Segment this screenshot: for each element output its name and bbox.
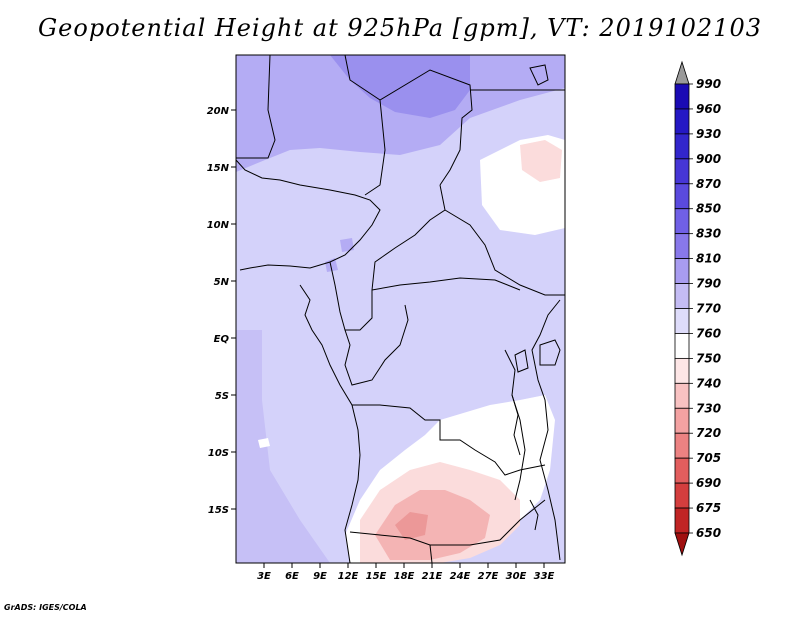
lon-label: 21E	[422, 571, 443, 582]
lon-label: 18E	[394, 571, 415, 582]
lat-label: 5N	[214, 277, 230, 288]
lat-label: EQ	[214, 334, 230, 345]
colorbar-label: 930	[696, 127, 721, 141]
grads-credit: GrADS: IGES/COLA	[4, 603, 87, 612]
lat-label: 15N	[207, 163, 230, 174]
map-frame	[235, 54, 566, 564]
lake-malawi	[529, 499, 539, 531]
colorbar-label: 770	[696, 302, 721, 316]
colorbar-segment	[674, 482, 690, 509]
colorbar-label: 750	[696, 351, 721, 365]
colorbar-segment	[674, 507, 690, 534]
border-12	[349, 499, 546, 546]
border-6	[444, 209, 565, 296]
colorbar-label: 690	[696, 476, 721, 490]
colorbar-segment	[674, 308, 690, 334]
lat-label: 15S	[208, 505, 229, 516]
lat-label: 10S	[208, 448, 229, 459]
colorbar-segment	[674, 208, 690, 235]
field-740-750-south	[375, 490, 490, 560]
colorbar-segment	[674, 158, 690, 185]
lon-axis: 3E 6E 9E 12E 15E 18E 21E 24E 27E 30E 33E	[257, 563, 555, 582]
sinai	[529, 64, 549, 86]
lon-label: 30E	[506, 571, 527, 582]
field-patch-2	[325, 258, 338, 272]
border-10	[352, 404, 546, 476]
coast-southwest-africa	[299, 284, 361, 563]
colorbar-segment	[674, 233, 690, 260]
colorbar-segment	[674, 357, 690, 384]
colorbar-label: 850	[696, 202, 721, 216]
field-790-810-nw	[236, 55, 268, 100]
colorbar-segment	[674, 258, 690, 284]
lat-axis: 20N 15N 10N 5N EQ 5S 10S 15S	[207, 106, 236, 516]
border-7	[371, 277, 521, 291]
border-1	[344, 55, 386, 196]
border-11	[504, 349, 526, 501]
lon-label: 3E	[257, 571, 271, 582]
lon-label: 6E	[285, 571, 299, 582]
border-9	[344, 304, 409, 386]
colorbar-segment	[674, 108, 690, 135]
chart-title: Geopotential Height at 925hPa [gpm], VT:…	[38, 14, 762, 42]
colorbar-label: 675	[696, 501, 721, 515]
lat-label: 10N	[207, 220, 230, 231]
lon-label: 9E	[313, 571, 327, 582]
colorbar-label: 810	[696, 252, 721, 266]
colorbar-segment	[674, 382, 690, 409]
colorbar-label: 960	[696, 102, 721, 116]
colorbar-triangle-bottom	[674, 532, 690, 557]
colorbar-label: 990	[696, 77, 721, 91]
lake-victoria	[539, 339, 561, 366]
colorbar-segment	[674, 457, 690, 484]
lake-tanganyika	[511, 394, 521, 456]
height-field	[236, 55, 565, 563]
border-3	[379, 69, 473, 186]
colorbar-label: 740	[696, 376, 721, 390]
colorbar-label: 870	[696, 177, 721, 191]
colorbar-triangle-top	[674, 60, 690, 85]
colorbar: 990 960 930 900 870 850 830 810 790 770 760 750 740 7…	[674, 60, 721, 557]
colorbar-label: 830	[696, 227, 721, 241]
field-patch-1	[340, 238, 354, 252]
colorbar-label: 650	[696, 526, 721, 540]
lon-label: 33E	[534, 571, 555, 582]
colorbar-segment	[674, 133, 690, 160]
lon-label: 12E	[338, 571, 359, 582]
border-13	[429, 544, 433, 563]
coast-east-africa	[531, 299, 561, 561]
colorbar-label: 900	[696, 152, 721, 166]
colorbar-segment	[674, 283, 690, 309]
colorbar-segment	[674, 183, 690, 210]
coast-west-africa	[236, 159, 381, 271]
colorbar-segment	[674, 432, 690, 459]
lat-label: 5S	[215, 391, 229, 402]
lon-label: 15E	[366, 571, 387, 582]
field-white-speck	[258, 438, 270, 448]
map-boundaries	[236, 55, 565, 563]
colorbar-segment	[674, 407, 690, 434]
lon-label: 24E	[450, 571, 471, 582]
border-2	[236, 55, 276, 159]
lat-label: 20N	[207, 106, 230, 117]
field-730-740-south	[395, 512, 428, 540]
colorbar-label: 790	[696, 277, 721, 291]
colorbar-label: 730	[696, 401, 721, 415]
field-750-760-north	[520, 140, 562, 182]
colorbar-segment	[674, 333, 690, 359]
colorbar-segment	[674, 83, 690, 110]
field-ocean-west	[236, 330, 330, 563]
colorbar-label: 760	[696, 326, 721, 340]
colorbar-label: 720	[696, 426, 721, 440]
field-790-810-ne	[470, 55, 565, 90]
colorbar-label: 705	[696, 451, 721, 465]
field-810-830	[330, 55, 470, 118]
lon-label: 27E	[478, 571, 499, 582]
lake-kivu	[514, 349, 529, 373]
